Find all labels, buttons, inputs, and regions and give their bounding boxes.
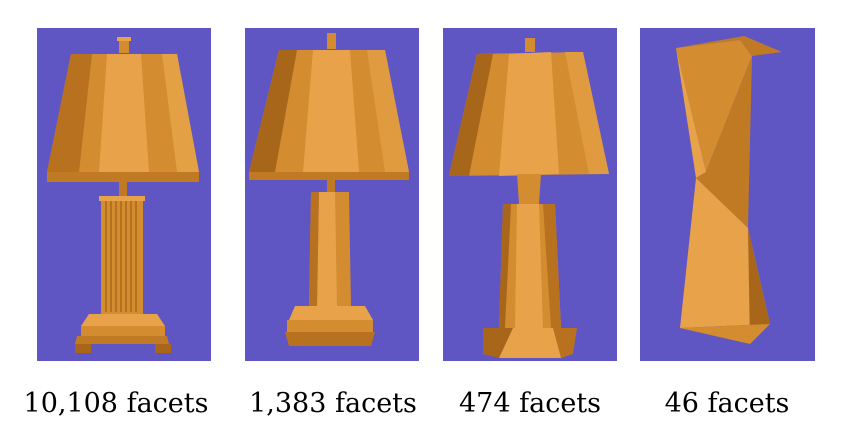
lamp-render-1383 — [245, 28, 419, 361]
facet-count-caption: 46 facets — [664, 388, 790, 419]
lamp-panel-474 — [443, 28, 617, 361]
lamp-panel-46 — [640, 28, 815, 361]
lamp-render-46 — [640, 28, 815, 361]
facet-count-caption: 10,108 facets — [23, 388, 209, 419]
lamp-render-10108 — [37, 28, 211, 361]
lamp-panel-10108 — [37, 28, 211, 361]
facet-count-caption: 1,383 facets — [249, 388, 417, 419]
facet-count-caption: 474 facets — [458, 388, 601, 419]
lamp-panel-1383 — [245, 28, 419, 361]
lamp-render-474 — [443, 28, 617, 361]
